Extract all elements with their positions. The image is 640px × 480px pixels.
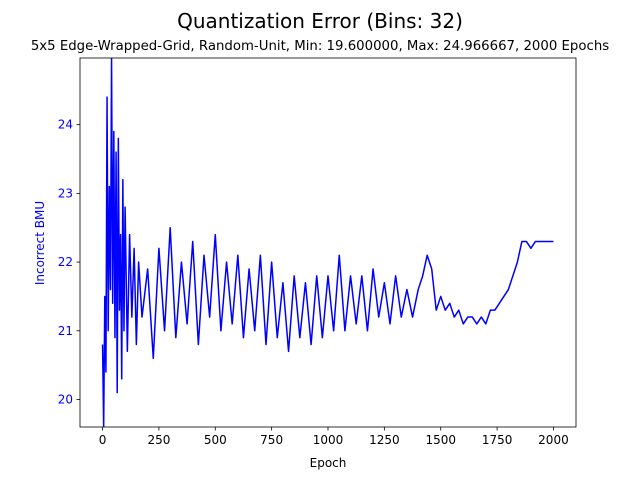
y-tick-label: 24	[58, 118, 73, 132]
x-tick-label: 500	[204, 433, 227, 447]
chart-subtitle: 5x5 Edge-Wrapped-Grid, Random-Unit, Min:…	[31, 39, 609, 54]
x-tick-label: 1250	[369, 433, 400, 447]
x-axis-label: Epoch	[310, 456, 347, 470]
series-line-0	[101, 58, 554, 427]
y-tick-label: 22	[58, 255, 73, 269]
x-tick-label: 2000	[538, 433, 569, 447]
x-tick-label: 0	[99, 433, 107, 447]
x-tick-label: 1750	[482, 433, 513, 447]
x-tick-label: 1000	[313, 433, 344, 447]
plot-area: 0 250 500 750 1000 1250 1500 1750 2000 20 21 22 23 24	[58, 57, 577, 447]
x-tick-label: 250	[147, 433, 170, 447]
x-tick-label: 1500	[425, 433, 456, 447]
y-tick-label: 23	[58, 186, 73, 200]
x-tick-label: 750	[260, 433, 283, 447]
y-tick-label: 21	[58, 324, 73, 338]
y-axis-label: Incorrect BMU	[33, 201, 47, 285]
y-tick-label: 20	[58, 393, 73, 407]
plot-frame	[79, 57, 577, 428]
chart-title: Quantization Error (Bins: 32)	[177, 9, 463, 33]
